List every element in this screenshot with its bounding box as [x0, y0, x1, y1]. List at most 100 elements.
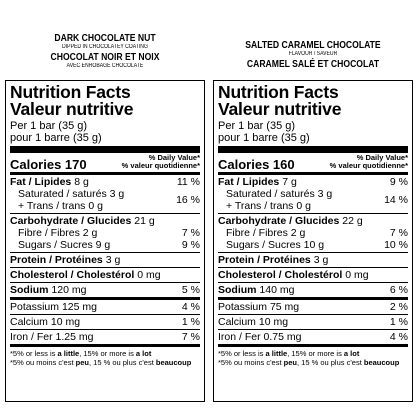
- saturated-label: Saturated / saturés: [18, 188, 107, 200]
- divider-thick: [218, 146, 408, 153]
- footnote-en-part: *5% or less is: [218, 349, 266, 358]
- trans-label: + Trans / trans: [18, 200, 86, 212]
- footnote-en-part: , 15% or more is: [79, 349, 136, 358]
- fat-pct: 9 %: [389, 176, 408, 188]
- cholesterol-label: Cholesterol / Cholestérol: [218, 269, 343, 281]
- sodium-label: Sodium: [10, 284, 49, 296]
- nutrition-facts-panel: Nutrition Facts Valeur nutritive Per 1 b…: [213, 80, 413, 402]
- fat-amount: 8 g: [74, 176, 89, 188]
- cholesterol-amount: 0 mg: [137, 269, 161, 281]
- trans-amount: 0 g: [88, 200, 103, 212]
- sugars-amount: 10 g: [303, 239, 325, 251]
- fibre-pct: 7 %: [181, 227, 200, 239]
- footnote-fr-bold: beaucoup: [155, 358, 192, 367]
- footnote: *5% or less is a little, 15% or more is …: [218, 347, 408, 367]
- footnote: *5% or less is a little, 15% or more is …: [10, 347, 200, 367]
- saturated-amount: 3 g: [317, 188, 333, 200]
- footnote-en-bold: a little: [265, 349, 288, 358]
- calories-row: Calories 160 % Daily Value* % valeur quo…: [218, 153, 408, 175]
- calcium-label: Calcium: [10, 316, 48, 328]
- protein-block: Protein / Protéines 3 g: [10, 253, 200, 268]
- daily-value-header: % Daily Value* % valeur quotidienne*: [330, 154, 408, 172]
- sugars-label: Sugars / Sucres: [18, 239, 93, 251]
- carb-block: Carbohydrate / Glucides 21 g Fibre / Fib…: [10, 214, 200, 253]
- serving-fr: pour 1 barre (35 g): [10, 132, 102, 144]
- product-header: SALTED CARAMEL CHOCOLATE FLAVOUR / SAVEU…: [213, 0, 413, 80]
- calcium-block: Calcium 10 mg 1 %: [218, 315, 408, 330]
- product-name-fr: CARAMEL SALÉ ET CHOCOLAT: [246, 58, 380, 70]
- dv-fr: % valeur quotidienne*: [329, 161, 408, 170]
- carb-label: Carbohydrate / Glucides: [218, 215, 340, 227]
- footnote-fr-bold: peu: [75, 358, 89, 367]
- footnote-en-part: *5% or less is: [10, 349, 58, 358]
- fat-pct: 11 %: [176, 176, 200, 188]
- sugars-pct: 9 %: [181, 239, 200, 251]
- sugars-amount: 9 g: [95, 239, 111, 251]
- footnote-fr-part: , 15 % ou plus c'est: [88, 358, 156, 367]
- saturated-amount: 3 g: [109, 188, 125, 200]
- fibre-pct: 7 %: [389, 227, 408, 239]
- iron-amount: 1.25 mg: [55, 331, 94, 343]
- potassium-pct: 2 %: [389, 301, 408, 313]
- calories-value: Calories 160: [218, 157, 295, 172]
- footnote-fr-part: *5% ou moins c'est: [218, 358, 284, 367]
- product-name-fr: CHOCOLAT NOIR ET NOIX: [50, 51, 160, 63]
- iron-block: Iron / Fer 1.25 mg 7 %: [10, 330, 200, 347]
- product-desc-fr: AVEC ENROBAGE CHOCOLATE: [66, 63, 144, 69]
- potassium-amount: 75 mg: [269, 301, 300, 313]
- fibre-label: Fibre / Fibres: [226, 227, 288, 239]
- cholesterol-block: Cholesterol / Cholestérol 0 mg: [218, 268, 408, 283]
- fat-label: Fat / Lipides: [218, 176, 280, 188]
- nutrition-facts-panel: Nutrition Facts Valeur nutritive Per 1 b…: [5, 80, 205, 402]
- sodium-label: Sodium: [218, 284, 257, 296]
- product-column-salted-caramel: SALTED CARAMEL CHOCOLATE FLAVOUR / SAVEU…: [213, 0, 413, 402]
- dv-en: % Daily Value*: [148, 153, 200, 162]
- serving-en: Per 1 bar (35 g): [10, 120, 88, 132]
- carb-block: Carbohydrate / Glucides 22 g Fibre / Fib…: [218, 214, 408, 253]
- carb-amount: 22 g: [342, 215, 363, 227]
- footnote-en-part: , 15% or more is: [287, 349, 344, 358]
- product-header: DARK CHOCOLATE NUT DIPPED IN CHOCOLATEY …: [5, 0, 205, 80]
- saturated-label: Saturated / saturés: [226, 188, 315, 200]
- calories-value: Calories 170: [10, 157, 87, 172]
- dv-fr: % valeur quotidienne*: [121, 161, 200, 170]
- sat-trans-pct: 16 %: [176, 194, 200, 206]
- potassium-block: Potassium 75 mg 2 %: [218, 300, 408, 315]
- fat-amount: 7 g: [282, 176, 297, 188]
- product-desc-en: FLAVOUR / SAVEUR: [288, 51, 338, 57]
- serving-fr: pour 1 barre (35 g): [218, 132, 310, 144]
- cholesterol-label: Cholesterol / Cholestérol: [10, 269, 135, 281]
- product-name-en: SALTED CARAMEL CHOCOLATE: [245, 39, 381, 51]
- title-en: Nutrition Facts: [10, 82, 131, 102]
- protein-label: Protein / Protéines: [218, 254, 311, 266]
- fat-block: Fat / Lipides 8 g 11 % Saturated / saturé…: [10, 175, 200, 214]
- trans-amount: 0 g: [296, 200, 311, 212]
- footnote-en-bold: a lot: [135, 349, 152, 358]
- sodium-block: Sodium 140 mg 6 %: [218, 283, 408, 300]
- sodium-amount: 140 mg: [259, 284, 295, 296]
- iron-amount: 0.75 mg: [263, 331, 302, 343]
- carb-amount: 21 g: [134, 215, 155, 227]
- footnote-en-bold: a lot: [343, 349, 360, 358]
- dv-en: % Daily Value*: [356, 153, 408, 162]
- iron-label: Iron / Fer: [218, 331, 261, 343]
- sodium-amount: 120 mg: [51, 284, 87, 296]
- carb-label: Carbohydrate / Glucides: [10, 215, 132, 227]
- calcium-label: Calcium: [218, 316, 256, 328]
- trans-label: + Trans / trans: [226, 200, 294, 212]
- footnote-fr-bold: beaucoup: [363, 358, 400, 367]
- title-fr: Valeur nutritive: [10, 99, 134, 119]
- footnote-fr-part: , 15 % ou plus c'est: [296, 358, 364, 367]
- sodium-block: Sodium 120 mg 5 %: [10, 283, 200, 300]
- calories-row: Calories 170 % Daily Value* % valeur quo…: [10, 153, 200, 175]
- product-column-dark-chocolate-nut: DARK CHOCOLATE NUT DIPPED IN CHOCOLATEY …: [5, 0, 205, 402]
- sat-trans-pct: 14 %: [384, 194, 408, 206]
- sugars-label: Sugars / Sucres: [226, 239, 301, 251]
- protein-amount: 3 g: [313, 254, 329, 266]
- potassium-block: Potassium 125 mg 4 %: [10, 300, 200, 315]
- serving-en: Per 1 bar (35 g): [218, 120, 296, 132]
- protein-amount: 3 g: [105, 254, 121, 266]
- calcium-pct: 1 %: [181, 316, 200, 328]
- daily-value-header: % Daily Value* % valeur quotidienne*: [122, 154, 200, 172]
- calcium-pct: 1 %: [389, 316, 408, 328]
